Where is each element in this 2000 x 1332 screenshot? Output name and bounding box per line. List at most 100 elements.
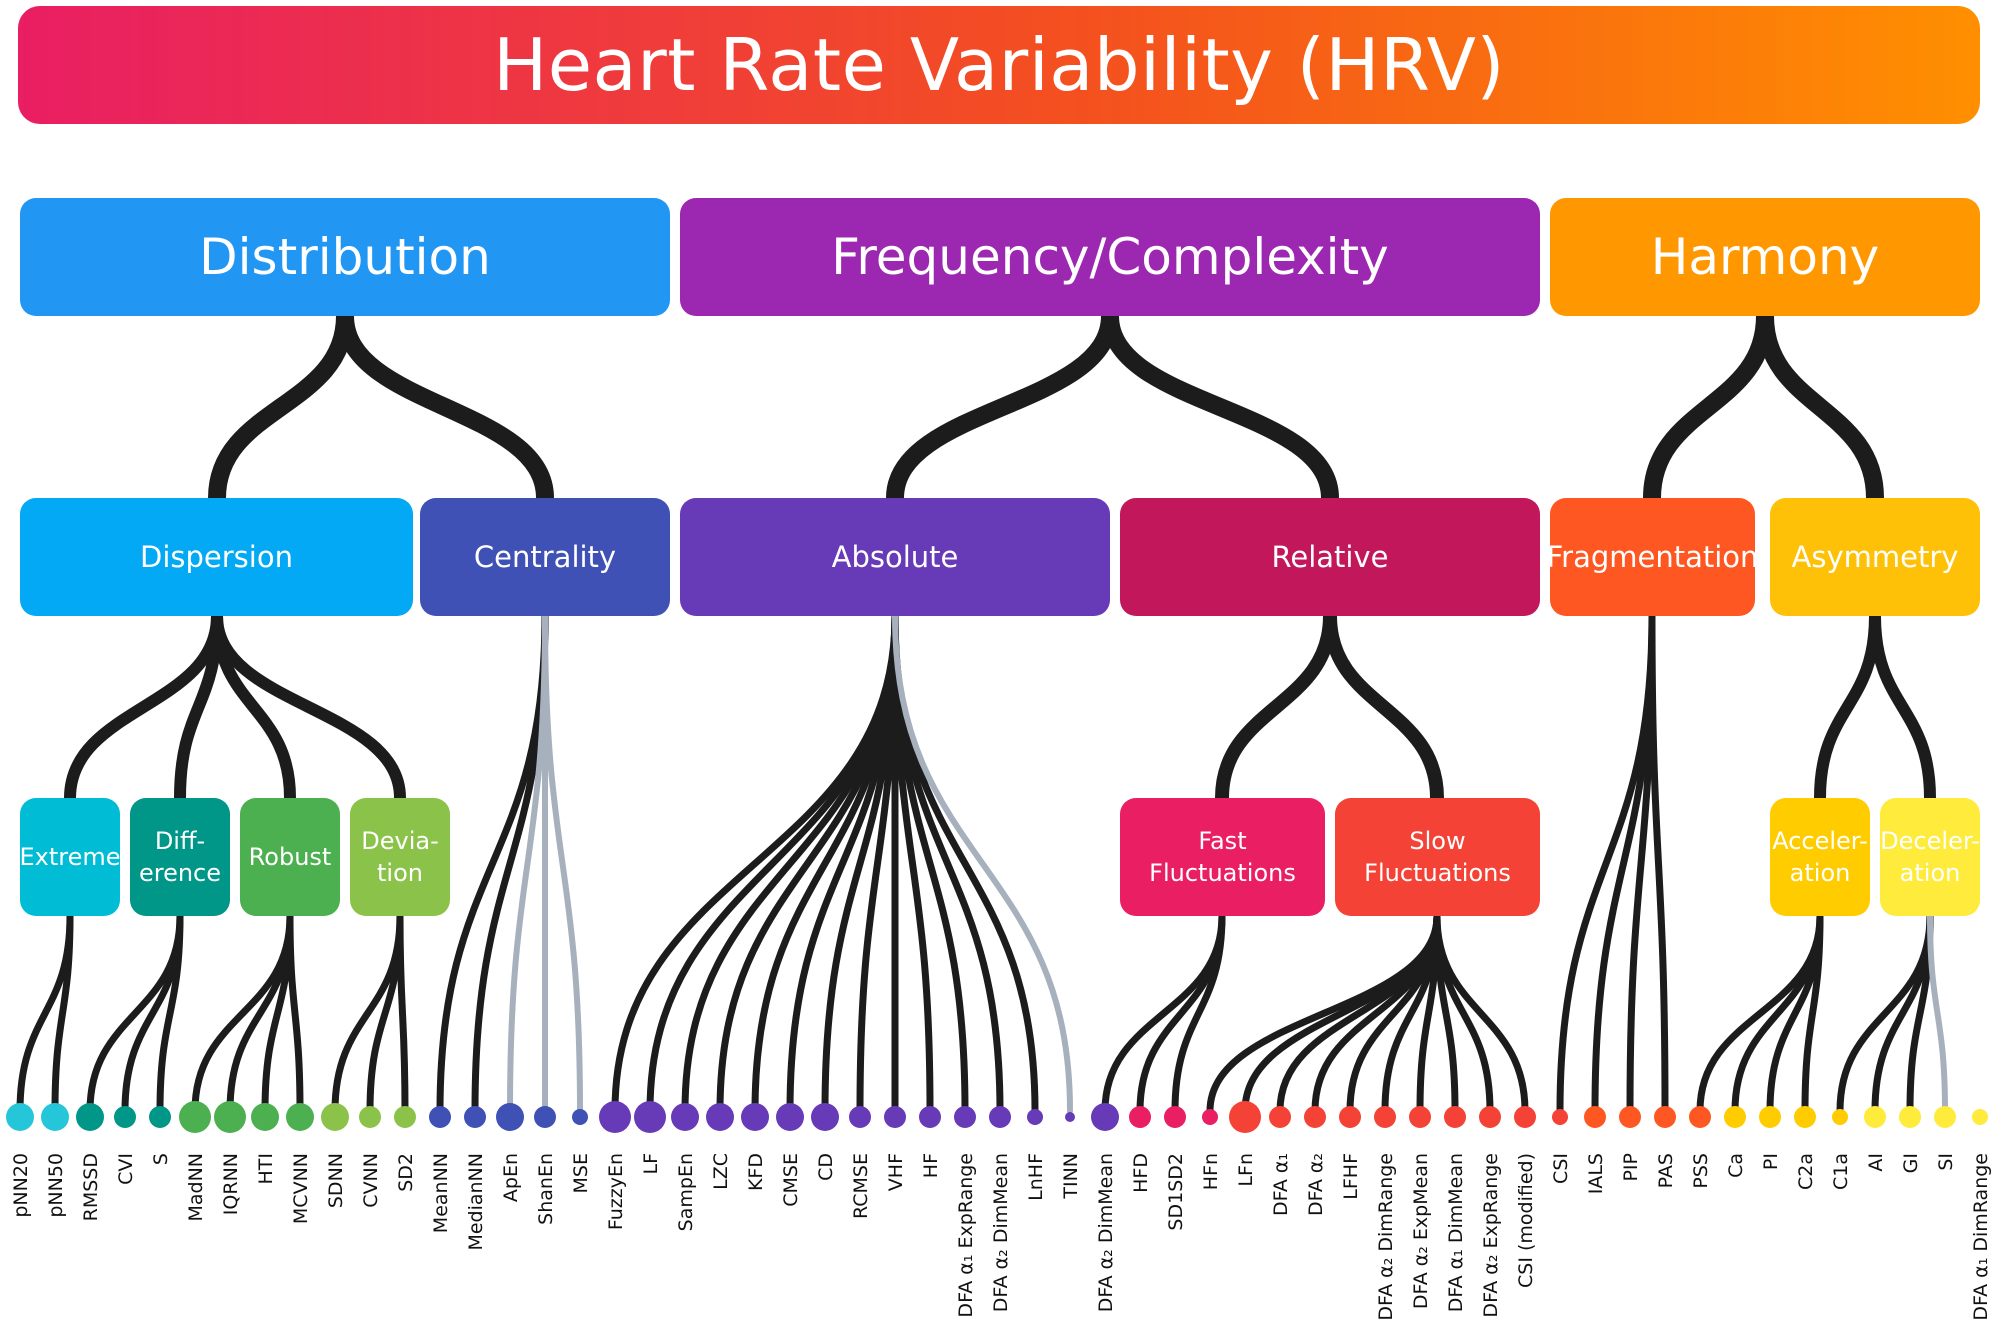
subcategory-fragmentation-label: Fragmentation bbox=[1546, 540, 1759, 574]
leaf-label: MeanNN bbox=[430, 1153, 452, 1233]
connector-l2-l3 bbox=[174, 610, 223, 804]
connector-to-leaf bbox=[366, 912, 404, 1115]
leaf-node-circle bbox=[1514, 1106, 1536, 1128]
connector-to-leaf bbox=[261, 912, 294, 1115]
group-slow-fluctuations: Slow Fluctuations bbox=[1335, 798, 1540, 916]
connector-to-leaf bbox=[156, 912, 184, 1115]
leaf-node-circle bbox=[464, 1106, 486, 1128]
category-distribution: Distribution bbox=[20, 198, 670, 316]
connector-to-leaf bbox=[286, 912, 304, 1115]
group-deviation: Devia- tion bbox=[350, 798, 450, 916]
leaf-node-circle bbox=[1759, 1106, 1781, 1128]
leaf-node-circle bbox=[671, 1103, 699, 1131]
connector-l1-l2 bbox=[208, 307, 354, 507]
group-acceleration: Acceler- ation bbox=[1770, 798, 1870, 916]
leaf-label: CVNN bbox=[360, 1153, 382, 1208]
connector-to-leaf bbox=[892, 613, 1073, 1114]
leaf-label: LF bbox=[640, 1153, 662, 1175]
leaf-label: DFA α₂ ExpMean bbox=[1410, 1153, 1432, 1309]
leaf-label: pNN20 bbox=[10, 1153, 32, 1218]
leaf-label: MadNN bbox=[185, 1153, 207, 1222]
connector-to-leaf bbox=[716, 612, 899, 1115]
leaf-label: DFA α₁ DimRange bbox=[1970, 1153, 1992, 1321]
connector-l2-l3 bbox=[1215, 609, 1337, 805]
leaf-label: PSS bbox=[1690, 1153, 1712, 1189]
leaf-node-circle bbox=[1724, 1106, 1746, 1128]
group-deviation-label: Devia- tion bbox=[361, 827, 439, 887]
leaf-label: ApEn bbox=[500, 1153, 522, 1202]
connector-to-leaf bbox=[1433, 912, 1529, 1115]
connector-to-leaf bbox=[1171, 912, 1226, 1115]
leaf-label: LFHF bbox=[1340, 1153, 1362, 1200]
connector-to-leaf bbox=[1206, 912, 1441, 1115]
connector-l2-l3 bbox=[211, 610, 406, 804]
leaf-node-circle bbox=[496, 1103, 524, 1131]
leaf-node-circle bbox=[1027, 1109, 1043, 1125]
subcategory-relative-label: Relative bbox=[1271, 540, 1389, 574]
leaf-node-circle bbox=[1339, 1106, 1361, 1128]
leaf-label: DFA α₂ ExpRange bbox=[1480, 1153, 1502, 1318]
leaf-node-circle bbox=[954, 1106, 976, 1128]
group-extreme-label: Extreme bbox=[19, 843, 121, 871]
leaf-node-circle bbox=[6, 1103, 34, 1131]
leaf-label: HFn bbox=[1200, 1153, 1222, 1190]
leaf-node-circle bbox=[1794, 1106, 1816, 1128]
leaf-node-circle bbox=[394, 1106, 416, 1128]
leaf-label: LFn bbox=[1235, 1153, 1257, 1187]
connector-to-leaf bbox=[1696, 912, 1824, 1115]
leaf-node-circle bbox=[114, 1106, 136, 1128]
group-difference: Diff- erence bbox=[130, 798, 230, 916]
leaf-label: PAS bbox=[1655, 1153, 1677, 1188]
leaf-label: DFA α₁ ExpRange bbox=[955, 1153, 977, 1318]
connector-l1-l2 bbox=[1101, 307, 1339, 507]
subcategory-asymmetry-label: Asymmetry bbox=[1791, 540, 1959, 574]
page-title-text: Heart Rate Variability (HRV) bbox=[493, 23, 1505, 107]
leaf-node-circle bbox=[1229, 1101, 1261, 1133]
leaf-node-circle bbox=[599, 1101, 631, 1133]
leaf-node-circle bbox=[776, 1103, 804, 1131]
leaf-node-circle bbox=[1129, 1106, 1151, 1128]
leaf-label: ShanEn bbox=[535, 1153, 557, 1225]
subcategory-centrality: Centrality bbox=[420, 498, 670, 616]
leaf-node-circle bbox=[849, 1106, 871, 1128]
connector-to-leaf bbox=[1101, 912, 1226, 1115]
leaf-node-circle bbox=[321, 1103, 349, 1131]
subcategory-relative: Relative bbox=[1120, 498, 1540, 616]
leaf-node-circle bbox=[429, 1106, 451, 1128]
leaf-label: MedianNN bbox=[465, 1153, 487, 1251]
subcategory-dispersion: Dispersion bbox=[20, 498, 413, 616]
leaf-label: SI bbox=[1935, 1153, 1957, 1171]
leaf-node-circle bbox=[1832, 1109, 1848, 1125]
leaf-label: FuzzyEn bbox=[605, 1153, 627, 1230]
leaf-node-circle bbox=[811, 1103, 839, 1131]
page-title: Heart Rate Variability (HRV) bbox=[18, 6, 1980, 124]
group-fast-fluctuations: Fast Fluctuations bbox=[1120, 798, 1325, 916]
group-extreme: Extreme bbox=[19, 798, 121, 916]
leaf-node-circle bbox=[1552, 1109, 1568, 1125]
leaf-label: HF bbox=[920, 1153, 942, 1178]
leaf-label: SampEn bbox=[675, 1153, 697, 1231]
leaf-node-circle bbox=[1065, 1112, 1075, 1122]
connector-l2-l3 bbox=[1814, 610, 1881, 804]
leaf-label: LnHF bbox=[1025, 1153, 1047, 1201]
category-distribution-label: Distribution bbox=[199, 228, 491, 286]
connector-l1-l2 bbox=[1756, 307, 1884, 507]
leaf-label: IALS bbox=[1585, 1153, 1607, 1194]
leaf-node-circle bbox=[1444, 1106, 1466, 1128]
leaf-node-circle bbox=[534, 1106, 556, 1128]
leaf-label: RMSSD bbox=[80, 1153, 102, 1221]
leaf-label: RCMSE bbox=[850, 1153, 872, 1219]
subcategory-absolute: Absolute bbox=[680, 498, 1110, 616]
leaf-label: SD1SD2 bbox=[1165, 1153, 1187, 1231]
group-robust: Robust bbox=[240, 798, 340, 916]
leaf-node-circle bbox=[286, 1103, 314, 1131]
leaf-label: PIP bbox=[1620, 1153, 1642, 1182]
leaf-node-circle bbox=[251, 1103, 279, 1131]
leaf-node-circle bbox=[1479, 1106, 1501, 1128]
leaf-node-circle bbox=[741, 1103, 769, 1131]
leaf-node-circle bbox=[989, 1106, 1011, 1128]
connector-to-leaf bbox=[1648, 612, 1669, 1115]
leaf-label: CVI bbox=[115, 1153, 137, 1185]
leaf-label: PI bbox=[1760, 1153, 1782, 1170]
